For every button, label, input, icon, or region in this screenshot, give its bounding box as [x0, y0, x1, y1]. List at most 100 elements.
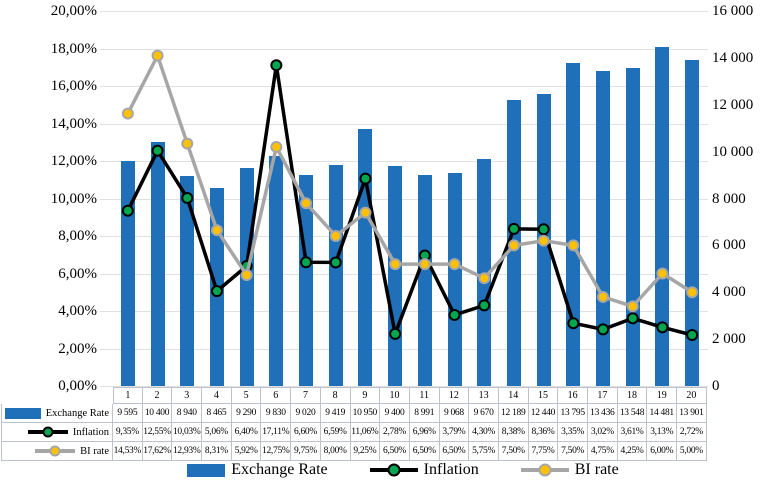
exchange-rate-bar [596, 71, 611, 386]
table-value-cell: 8,31% [202, 442, 232, 461]
exchange-rate-bar [269, 155, 284, 386]
category-header-cell: 15 [528, 387, 559, 404]
bi-rate-line-marker-icon [520, 463, 569, 477]
bi-rate-line [126, 53, 694, 309]
left-axis-tick-label: 2,00% [58, 340, 97, 357]
table-value-cell: 4,30% [469, 423, 499, 442]
bi-rate-marker [359, 206, 372, 219]
inflation-marker [121, 204, 134, 217]
table-row-label: Inflation [1, 423, 113, 442]
category-header-cell: 18 [617, 387, 648, 404]
bi-rate-marker [240, 269, 253, 281]
category-header-cell: 16 [558, 387, 588, 404]
table-value-cell: 4,25% [617, 442, 648, 461]
inflation-marker [448, 308, 461, 321]
exchange-rate-bar [685, 60, 700, 386]
table-value-cell: 7,50% [498, 442, 529, 461]
left-axis-tick-label: 14,00% [50, 115, 97, 132]
table-value-cell: 6,59% [320, 423, 351, 442]
gridline [100, 161, 708, 162]
table-value-cell: 8,38% [498, 423, 529, 442]
table-value-cell: 9 670 [469, 404, 499, 423]
inflation-key-icon [27, 426, 68, 438]
bi-rate-marker [626, 300, 639, 313]
line-series-overlay [121, 49, 699, 341]
key-dot-icon [42, 426, 54, 438]
bi-rate-marker [151, 49, 164, 62]
category-header-cell: 5 [231, 387, 262, 404]
bi-rate-marker [389, 258, 402, 271]
right-axis-tick-label: 4 000 [712, 284, 746, 301]
inflation-marker [151, 144, 164, 157]
bi-rate-marker [448, 258, 461, 271]
table-value-cell: 9,75% [291, 442, 321, 461]
table-value-cell: 6,50% [409, 442, 440, 461]
inflation-marker [359, 172, 372, 185]
right-axis-tick-label: 10 000 [712, 143, 754, 160]
left-axis-tick-label: 20,00% [50, 3, 97, 19]
table-value-cell: 9 595 [113, 404, 143, 423]
table-value-cell: 12,55% [142, 423, 173, 442]
table-value-cell: 10,03% [172, 423, 203, 442]
table-value-cell: 10 400 [142, 404, 173, 423]
right-axis-tick-label: 8 000 [712, 190, 746, 207]
gridline [100, 48, 708, 50]
bi-rate-marker [507, 239, 520, 252]
category-header-cell: 2 [142, 387, 173, 404]
right-axis-tick-label: 16 000 [712, 3, 754, 19]
table-value-cell: 13 548 [617, 404, 648, 423]
gridline [100, 198, 708, 200]
category-header-cell: 13 [469, 387, 499, 404]
category-header-cell: 19 [647, 387, 678, 404]
inflation-marker [478, 299, 491, 312]
table-value-cell: 9,35% [113, 423, 143, 442]
gridline [100, 236, 708, 237]
table-value-cell: 9 400 [380, 404, 410, 423]
bi-rate-marker [656, 267, 669, 280]
table-value-cell: 13 795 [558, 404, 588, 423]
category-header-cell: 17 [588, 387, 618, 404]
inflation-marker [686, 329, 699, 341]
left-axis-tick-label: 16,00% [50, 78, 97, 94]
table-value-cell: 8,00% [320, 442, 351, 461]
right-axis-tick-label: 12 000 [712, 96, 754, 113]
table-value-cell: 9,25% [350, 442, 381, 461]
bi-rate-marker [537, 234, 550, 247]
gridline [100, 11, 708, 12]
bi-rate-marker [597, 290, 610, 303]
left-axis-tick-label: 12,00% [50, 153, 97, 169]
category-header-cell: 8 [320, 387, 351, 404]
table-value-cell: 2,78% [380, 423, 410, 442]
table-row-label: BI rate [1, 442, 113, 461]
exchange-rate-swatch-icon [187, 463, 226, 477]
table-value-cell: 6,50% [380, 442, 410, 461]
table-value-cell: 8 465 [202, 404, 232, 423]
bi-rate-marker [300, 197, 313, 210]
inflation-line-marker-icon [369, 463, 418, 477]
category-header-cell: 10 [380, 387, 410, 404]
table-value-cell: 12 440 [528, 404, 559, 423]
chart-data-table: 1 2 3 4 5 6 7 8 9 10 11 12 13 14 15 16 17 18 19 20 Exchange … [1, 387, 707, 461]
inflation-marker [270, 59, 283, 72]
inflation-marker [507, 222, 520, 235]
table-value-cell: 14 481 [647, 404, 678, 423]
inflation-marker [626, 312, 639, 325]
exchange-rate-bar [120, 161, 135, 386]
table-value-cell: 3,79% [439, 423, 470, 442]
chart-legend: Exchange Rate Inflation BI rate [0, 461, 768, 479]
category-header-cell: 11 [409, 387, 440, 404]
exchange-rate-bar [180, 176, 195, 386]
table-value-cell: 12,93% [172, 442, 203, 461]
table-value-cell: 9 830 [261, 404, 292, 423]
table-value-cell: 9 068 [439, 404, 470, 423]
legend-label-bi-rate: BI rate [574, 461, 619, 478]
inflation-marker [656, 321, 669, 334]
table-value-cell: 3,61% [617, 423, 648, 442]
inflation-marker [537, 223, 550, 236]
exchange-rate-bar [655, 46, 670, 386]
inflation-marker [329, 256, 342, 269]
exchange-rate-bar [328, 165, 343, 386]
category-header-cell: 6 [261, 387, 292, 404]
table-value-cell: 17,11% [261, 423, 292, 442]
